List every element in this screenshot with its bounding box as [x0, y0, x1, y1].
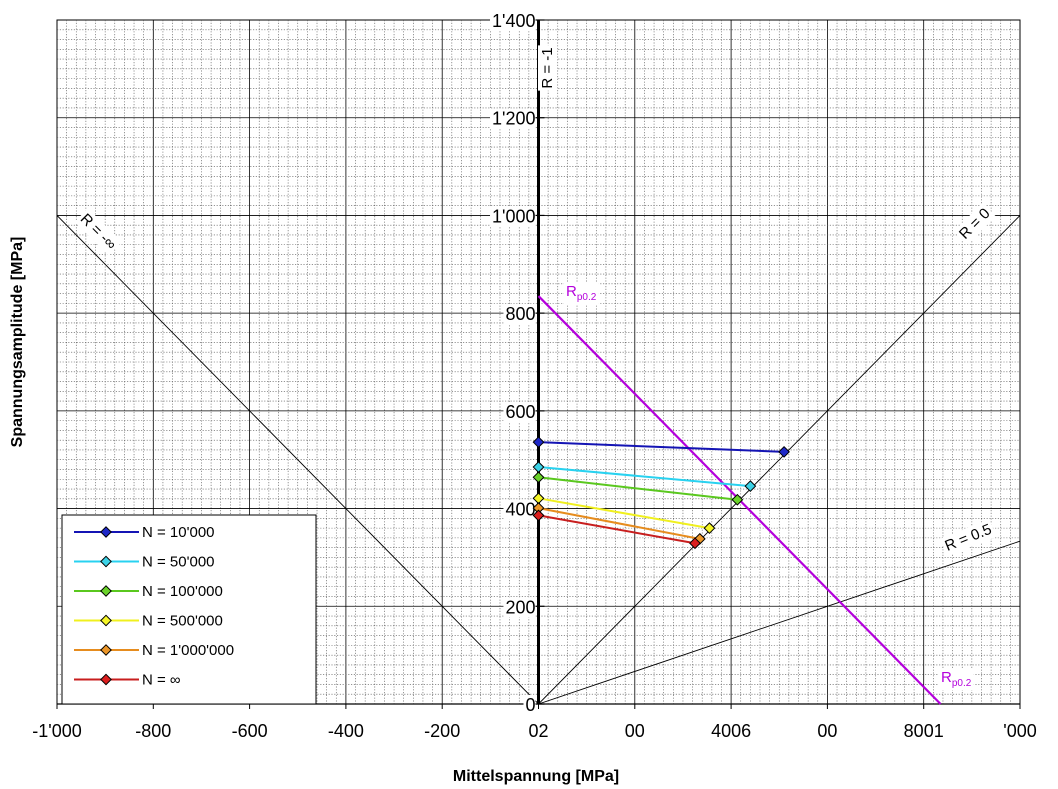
x-tick-label: 00: [625, 721, 645, 741]
data-point-marker: [532, 509, 545, 522]
x-tick-label: 00: [817, 721, 837, 741]
label-r-minus-inf-bg: [74, 208, 122, 256]
data-point-marker: [100, 526, 112, 538]
legend-box: [61, 514, 317, 705]
legend-entry-label: N = 100'000: [142, 583, 223, 600]
x-tick-label: -800: [135, 721, 171, 741]
x-tick-labels: -1'000 -800 -600 -400 -200 02 00 4006 00 8001 '000: [32, 721, 1036, 741]
data-point-marker: [703, 522, 716, 535]
reference-lines: [57, 215, 1020, 704]
series-group: [532, 471, 744, 506]
y-tick-label-bg: [503, 499, 536, 520]
data-series: [532, 295, 942, 705]
y-tick-labels: 0 200 400 600 800 1'000 1'200 1'400: [490, 11, 536, 715]
label-rp02-bottom-bg: [939, 668, 974, 690]
legend-entry-label: N = 500'000: [142, 613, 223, 630]
data-point-marker: [778, 445, 790, 458]
legend-entry-label: N = ∞: [142, 672, 181, 689]
series-line: [538, 466, 751, 488]
data-point-marker: [100, 644, 112, 656]
reference-line: [538, 215, 1020, 704]
x-tick-label: 8001: [904, 721, 944, 741]
series-line: [538, 497, 710, 530]
legend-entry-label: N = 10'000: [142, 524, 215, 541]
y-tick-label-bg: [490, 11, 536, 31]
y-tick-label: 1'000: [492, 206, 535, 226]
data-point-marker: [744, 480, 757, 493]
y-tick-label: 200: [505, 597, 535, 617]
y-tick-label: 0: [525, 695, 535, 715]
reference-line: [538, 540, 1020, 704]
y-tick-label: 1'400: [492, 11, 535, 31]
y-tick-label: 1'200: [492, 109, 535, 129]
data-point-marker: [731, 493, 744, 506]
legend-entry-label: N = 50'000: [142, 554, 215, 571]
data-point-marker: [100, 673, 112, 686]
y-tick-label-bg: [490, 206, 536, 227]
series-group: [532, 509, 701, 550]
x-tick-label: 02: [528, 721, 548, 741]
legend-entry-label: N = 1'000'000: [142, 642, 234, 659]
y-tick-label-bg: [503, 597, 536, 618]
data-point-marker: [100, 555, 112, 568]
y-tick-label-bg: [490, 108, 536, 129]
series-group: [532, 502, 706, 545]
x-tick-label: -600: [232, 721, 268, 741]
y-axis-title: Spannungsamplitude [MPa]: [9, 237, 26, 448]
label-r-0-bg: [953, 202, 996, 245]
data-point-marker: [100, 585, 112, 597]
x-tick-label: -1'000: [32, 721, 81, 741]
label-r-minus-1: R = -1: [539, 47, 556, 88]
data-point-marker: [532, 471, 545, 484]
label-rp02-top-bg: [564, 282, 599, 304]
data-point-marker: [689, 537, 701, 550]
y-tick-label-bg: [503, 304, 536, 325]
x-tick-label: '000: [1003, 721, 1036, 741]
series-line: [538, 514, 696, 545]
series-line: [538, 507, 700, 540]
y-tick-label-bg: [523, 695, 536, 715]
x-axis-title: Mittelspannung [MPa]: [453, 768, 619, 785]
label-r-0-5-bg: [940, 519, 997, 557]
y-tick-label: 800: [505, 304, 535, 324]
data-point-marker: [532, 436, 545, 449]
label-rp02-bottom: Rp0.2: [941, 669, 972, 689]
y-tick-label-bg: [503, 401, 536, 422]
x-tick-label: 4006: [711, 721, 751, 741]
y-tick-label: 400: [505, 500, 535, 520]
label-r-minus-1-bg: [538, 45, 557, 91]
reference-line: [57, 215, 539, 704]
label-rp02-top: Rp0.2: [566, 283, 597, 303]
series-line: [538, 476, 738, 501]
series-group: [532, 436, 790, 458]
y-tick-label: 600: [505, 402, 535, 422]
legend: N = 10'000 N = 50'000 N = 100'000 N = 500'0…: [61, 514, 317, 705]
x-tick-label: -200: [424, 721, 460, 741]
series-group: [532, 492, 716, 535]
data-point-marker: [100, 614, 112, 627]
x-tick-label: -400: [328, 721, 364, 741]
series-line: [538, 441, 785, 453]
